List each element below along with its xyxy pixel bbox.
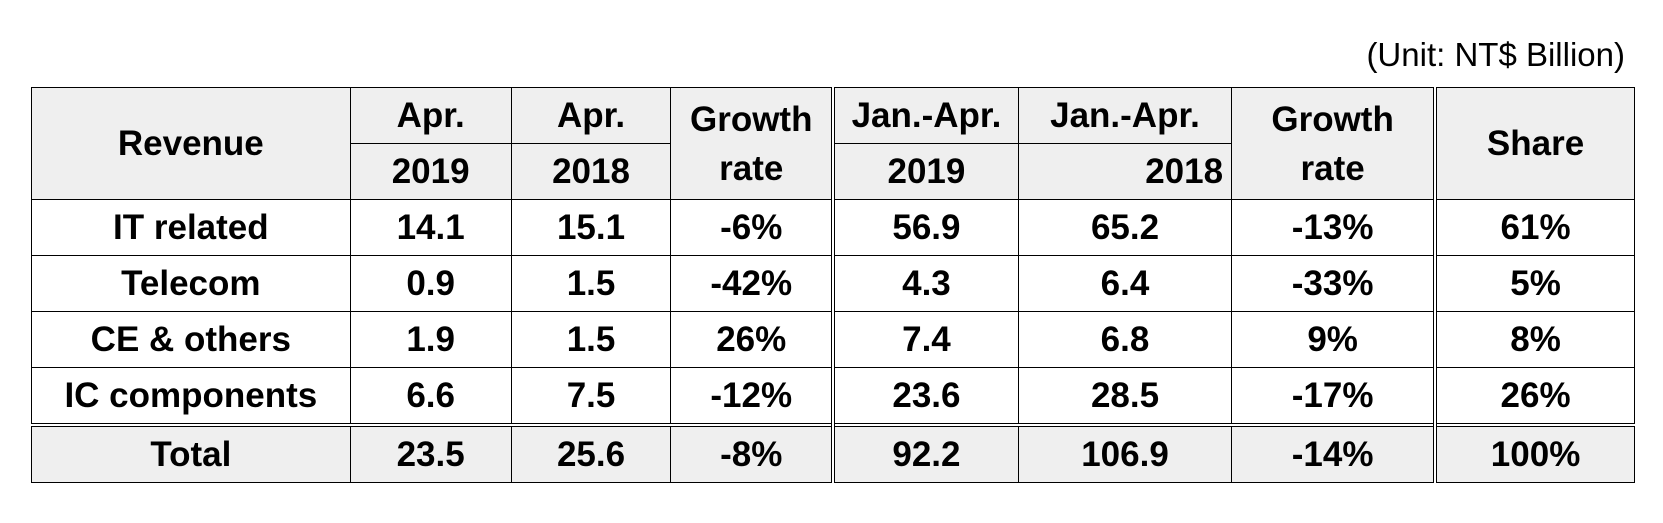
header-row-top: Revenue Apr. Apr. Growth rate Jan.-Apr. … <box>31 87 1636 200</box>
table-cell: 8% <box>1433 311 1636 368</box>
header-col3-bottom: rate <box>719 148 784 188</box>
table-cell: 1.5 <box>510 255 672 312</box>
header-row-bottom: 2019 2018 2019 2018 <box>32 143 1635 200</box>
total-cell: 23.5 <box>349 423 512 483</box>
total-cell: 25.6 <box>510 423 672 483</box>
header-col4-top: Jan.-Apr. <box>830 87 1019 144</box>
unit-note: (Unit: NT$ Billion) <box>1366 36 1625 73</box>
table-cell: 23.6 <box>830 367 1019 426</box>
table-cell: -13% <box>1231 199 1436 256</box>
header-col4-bottom: 2019 <box>830 143 1019 200</box>
header-col2-top: Apr. <box>510 87 672 144</box>
total-cell: 92.2 <box>830 423 1019 483</box>
table-cell: -42% <box>670 255 834 312</box>
row-label: CE & others <box>31 311 351 368</box>
table-cell: 6.8 <box>1017 311 1233 368</box>
table-cell: 6.6 <box>349 367 512 426</box>
table-cell: -33% <box>1231 255 1436 312</box>
table-cell: 61% <box>1433 199 1636 256</box>
total-cell: 106.9 <box>1017 423 1233 483</box>
header-col1-bottom: 2019 <box>349 143 512 200</box>
table-cell: 1.9 <box>349 311 512 368</box>
header-share: Share <box>1433 87 1636 200</box>
table-cell: 28.5 <box>1017 367 1233 426</box>
table-row: IT related 14.1 15.1 -6% 56.9 65.2 -13% … <box>31 199 1636 256</box>
total-cell: -8% <box>670 423 834 483</box>
header-growth-rate-2: Growth rate <box>1231 87 1436 200</box>
table-cell: 6.4 <box>1017 255 1233 312</box>
header-col6-bottom: rate <box>1300 148 1365 188</box>
total-cell: -14% <box>1231 423 1436 483</box>
revenue-table: Revenue Apr. Apr. Growth rate Jan.-Apr. … <box>31 87 1636 483</box>
table-cell: 4.3 <box>830 255 1019 312</box>
header-col1-top: Apr. <box>349 87 512 144</box>
table-row: IC components 6.6 7.5 -12% 23.6 28.5 -17… <box>31 367 1636 426</box>
total-cell: 100% <box>1433 423 1636 483</box>
header-col2-bottom: 2018 <box>510 143 672 200</box>
table-cell: -12% <box>670 367 834 426</box>
table-cell: -17% <box>1231 367 1436 426</box>
table-cell: -6% <box>670 199 834 256</box>
header-revenue: Revenue <box>31 87 351 200</box>
header-col6-top: Growth <box>1271 99 1394 139</box>
table-cell: 14.1 <box>349 199 512 256</box>
table-row: Telecom 0.9 1.5 -42% 4.3 6.4 -33% 5% <box>31 255 1636 312</box>
total-row: Total 23.5 25.6 -8% 92.2 106.9 -14% 100% <box>31 423 1636 483</box>
table-cell: 5% <box>1433 255 1636 312</box>
table-row: CE & others 1.9 1.5 26% 7.4 6.8 9% 8% <box>31 311 1636 368</box>
header-col5-bottom: 2018 <box>1017 143 1233 200</box>
table-cell: 15.1 <box>510 199 672 256</box>
table-cell: 0.9 <box>349 255 512 312</box>
row-label: IC components <box>31 367 351 426</box>
header-col5-top: Jan.-Apr. <box>1017 87 1233 144</box>
table-cell: 7.4 <box>830 311 1019 368</box>
table-cell: 65.2 <box>1017 199 1233 256</box>
table-cell: 26% <box>1433 367 1636 426</box>
table-cell: 7.5 <box>510 367 672 426</box>
table-cell: 26% <box>670 311 834 368</box>
row-label: IT related <box>31 199 351 256</box>
row-label: Telecom <box>31 255 351 312</box>
table-cell: 9% <box>1231 311 1436 368</box>
total-label: Total <box>31 423 351 483</box>
header-col3-top: Growth <box>689 99 813 139</box>
header-growth-rate-1: Growth rate <box>670 87 834 200</box>
table-cell: 1.5 <box>510 311 672 368</box>
table-cell: 56.9 <box>830 199 1019 256</box>
